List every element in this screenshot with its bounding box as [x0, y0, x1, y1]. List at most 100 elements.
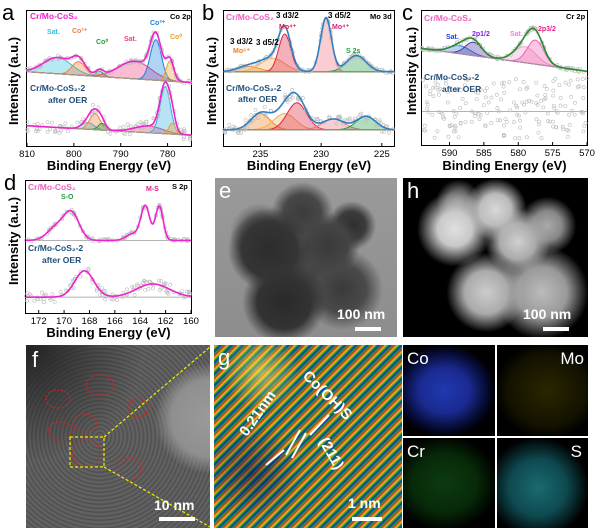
data-point	[539, 136, 544, 141]
data-point	[253, 108, 258, 112]
data-point	[498, 118, 503, 123]
data-point	[157, 288, 162, 293]
peak-label: Sat.	[446, 34, 459, 41]
x-tick-label: 170	[56, 316, 72, 327]
fit-envelope-top	[25, 204, 191, 242]
x-tick-label: 235	[252, 149, 268, 160]
data-point	[256, 116, 261, 121]
arrow-line	[265, 449, 285, 466]
data-point	[144, 119, 149, 124]
data-point	[547, 57, 552, 61]
series-label-c-bottom2: after OER	[442, 84, 482, 94]
data-point	[553, 125, 558, 130]
data-point	[423, 123, 427, 128]
data-point	[143, 127, 147, 132]
data-point	[483, 123, 488, 128]
data-point	[358, 112, 363, 117]
data-point	[98, 293, 103, 297]
panel-label-f: f	[32, 347, 39, 372]
hrtem-image: f 10 nm	[26, 345, 210, 528]
x-axis-label-d: Binding Energy (eV)	[46, 325, 171, 340]
xps-plot-co2p: 810 800 790 780	[19, 10, 193, 160]
data-point	[432, 135, 437, 140]
data-point	[446, 134, 451, 139]
data-point	[58, 289, 63, 294]
data-point	[527, 98, 532, 103]
data-point	[40, 290, 44, 295]
series-label-c-top: Cr/Mo-CoS₂	[424, 13, 472, 23]
data-point	[583, 121, 588, 126]
data-point	[123, 132, 127, 137]
data-point	[379, 129, 384, 134]
data-point	[463, 101, 468, 106]
data-point	[572, 112, 577, 117]
data-point	[374, 123, 379, 128]
data-point	[66, 129, 71, 134]
data-point	[446, 90, 451, 95]
y-axis-label-a: Intensity (a.u.)	[6, 36, 21, 125]
scale-bar-g	[352, 517, 382, 521]
peak-label: Mo⁴⁺	[332, 24, 350, 31]
data-point	[515, 112, 520, 117]
data-point	[184, 289, 189, 294]
panel-label-g: g	[218, 345, 231, 370]
core-level-a: Co 2p	[170, 12, 191, 21]
xps-plot-s2p: 172 170 168 166 164 162 160	[24, 180, 199, 327]
x-tick-label: 780	[160, 149, 176, 160]
data-point	[181, 137, 186, 142]
data-point	[425, 102, 430, 107]
data-point	[534, 80, 539, 85]
data-point	[437, 92, 441, 97]
tem-image: e 100 nm	[215, 178, 397, 337]
data-point	[551, 79, 556, 84]
crystallite-marker	[45, 389, 71, 409]
data-point	[130, 284, 135, 289]
data-point	[524, 99, 529, 104]
series-label-a-bottom2: after OER	[48, 95, 88, 105]
data-point	[456, 135, 461, 140]
data-point	[25, 120, 30, 125]
data-point	[546, 119, 550, 124]
data-point	[495, 106, 500, 111]
data-point	[421, 128, 426, 133]
data-point	[181, 134, 186, 139]
data-point	[518, 118, 523, 123]
data-point	[52, 300, 57, 304]
data-point	[381, 130, 386, 134]
data-point	[581, 96, 586, 101]
data-point	[452, 114, 457, 119]
data-point	[463, 120, 468, 125]
data-point	[548, 119, 552, 124]
data-point	[25, 291, 30, 296]
data-point	[47, 227, 52, 232]
data-point	[518, 87, 522, 92]
data-point	[135, 282, 139, 287]
series-label-c-bottom: Cr/Mo-CoS₂-2	[424, 72, 480, 82]
data-point	[489, 95, 494, 100]
x-tick-label: 590	[442, 148, 458, 159]
data-point	[485, 110, 490, 115]
data-point	[43, 292, 48, 297]
data-point	[464, 77, 468, 82]
peak-label: 2p1/2	[472, 31, 490, 38]
series-label-a-top: Cr/Mo-CoS₂	[30, 11, 78, 21]
data-point	[458, 121, 463, 126]
data-point	[249, 113, 254, 118]
data-point	[470, 119, 474, 124]
crystallite-marker	[47, 421, 73, 441]
x-tick-label: 168	[82, 316, 98, 327]
panel-label-a: a	[2, 0, 15, 25]
peak-label: S-O	[61, 194, 74, 201]
xps-plot-mo3d: 235 230 225	[222, 10, 396, 160]
data-point	[301, 96, 305, 100]
data-point	[428, 89, 433, 94]
data-point	[90, 113, 95, 118]
data-point	[521, 80, 526, 84]
data-point	[501, 84, 506, 89]
data-point	[301, 107, 306, 112]
data-point	[560, 125, 565, 129]
data-point	[103, 297, 108, 302]
data-point	[567, 82, 571, 87]
data-point	[162, 282, 167, 286]
scale-bar-label-h: 100 nm	[523, 306, 572, 322]
